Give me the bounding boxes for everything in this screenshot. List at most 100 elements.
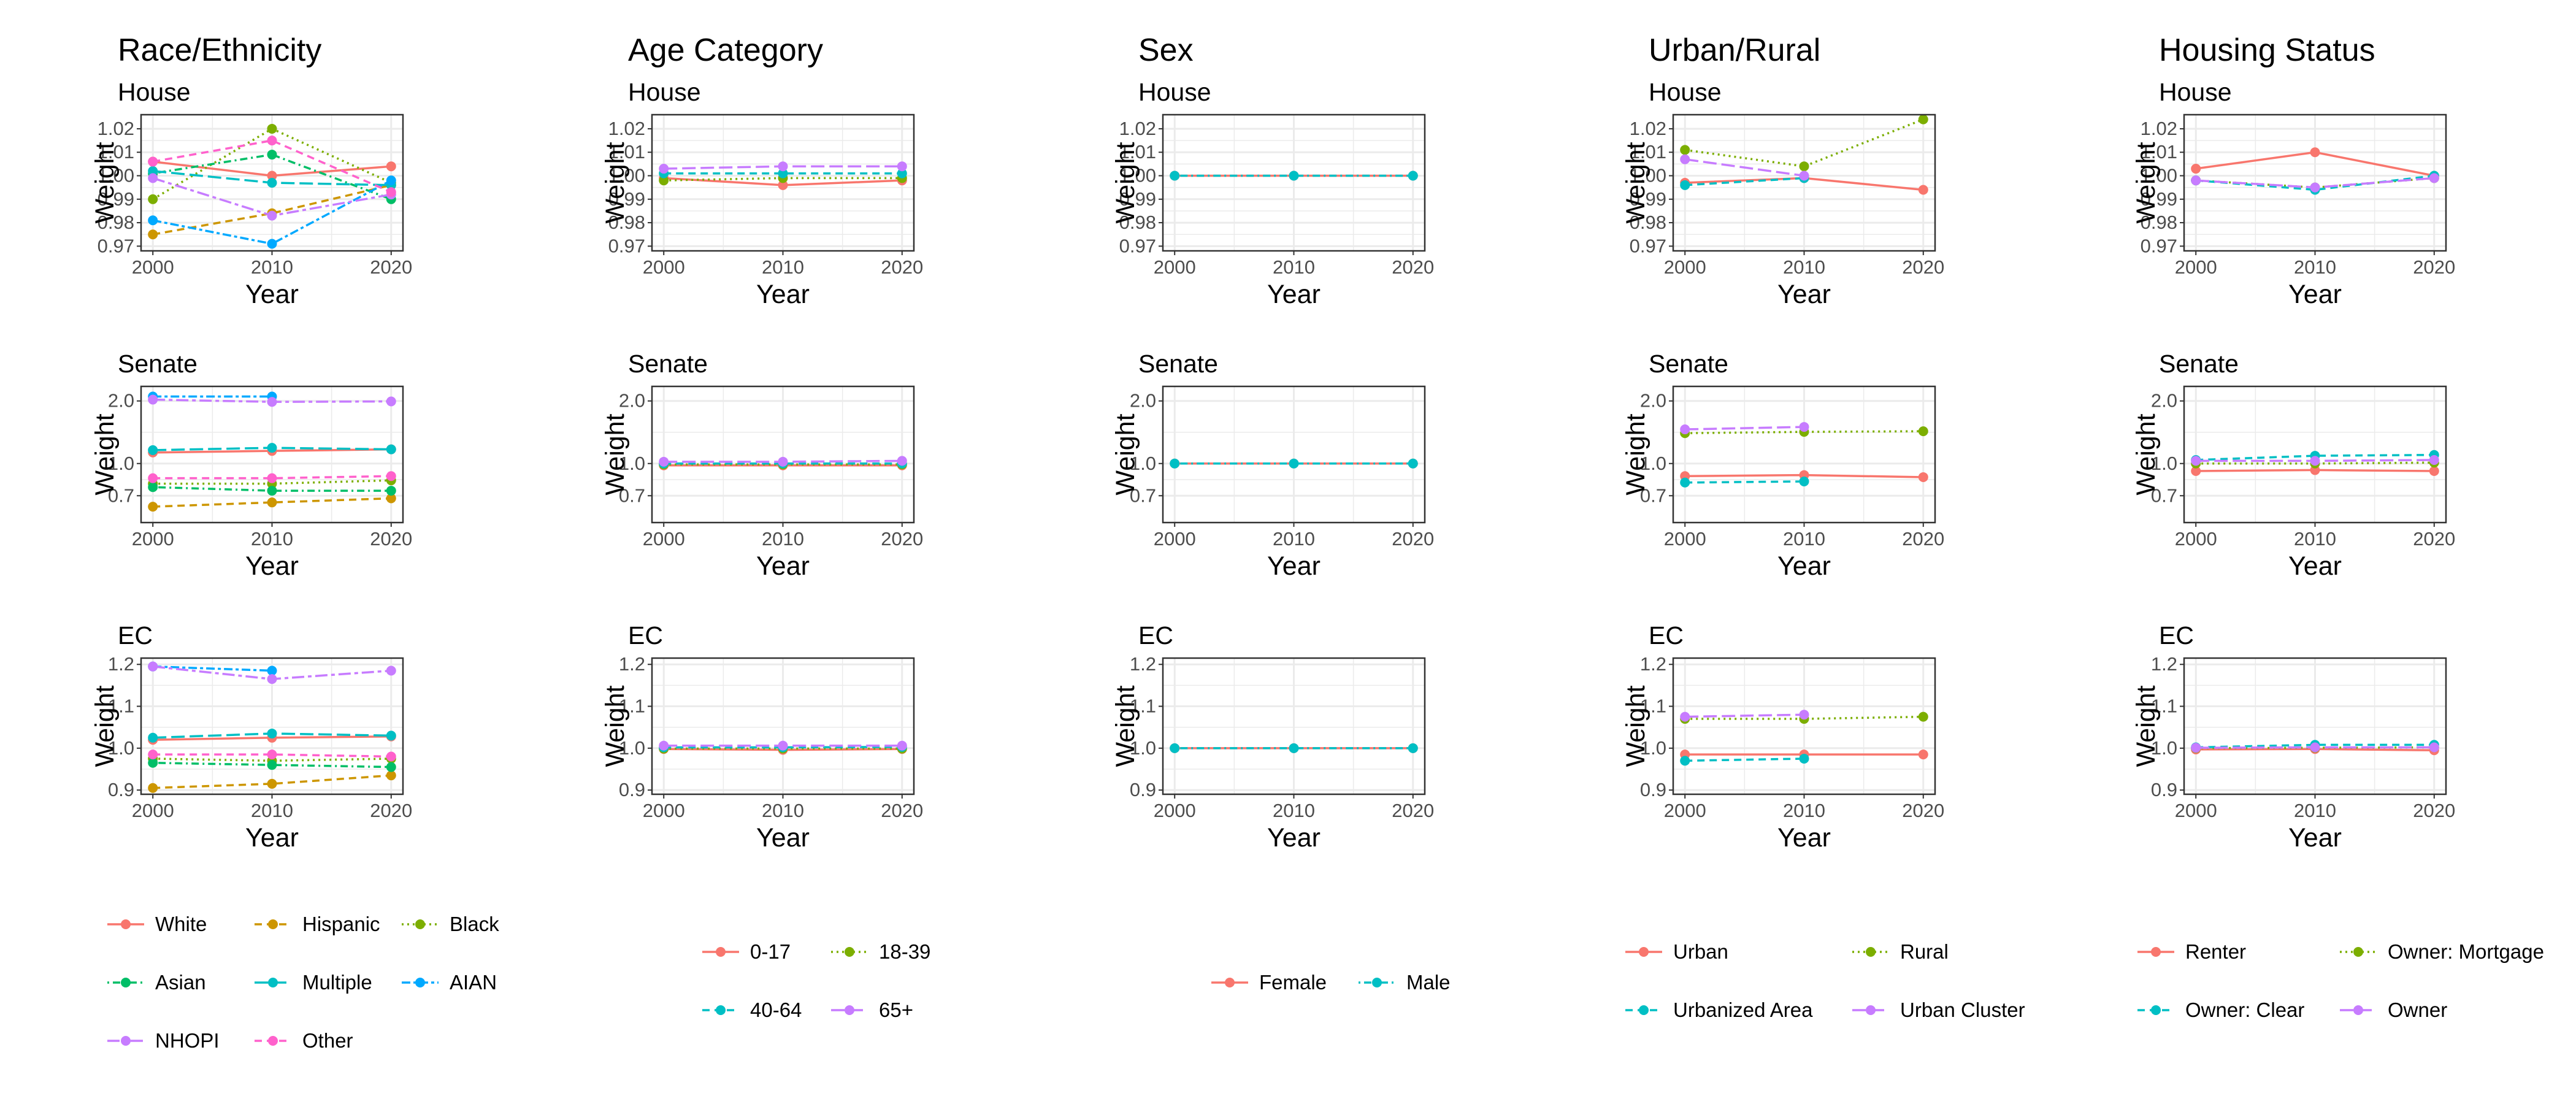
panel-subtitle: EC: [628, 621, 663, 650]
legend-key-point: [716, 1005, 726, 1015]
y-tick-label: 0.9: [2151, 779, 2177, 800]
x-tick-label: 2000: [132, 800, 174, 821]
data-point-asian: [148, 482, 158, 493]
column-title: Urban/Rural: [1649, 33, 1820, 68]
data-point-urbanized-area: [1680, 180, 1690, 190]
x-tick-label: 2020: [370, 256, 412, 278]
data-point-multiple: [267, 728, 277, 738]
series-line-black: [153, 479, 391, 485]
x-axis-label: Year: [1777, 280, 1831, 309]
data-point-asian: [267, 760, 277, 770]
y-tick-label: 2.0: [1130, 390, 1156, 412]
panel-subtitle: EC: [1138, 621, 1173, 650]
data-point-rural: [1918, 114, 1928, 125]
series-line-black: [153, 757, 391, 762]
panel-age-house: 0.970.980.991.001.011.02 2000 2010 2020 Hous…: [600, 33, 923, 309]
legend-item: 18-39: [831, 940, 930, 963]
y-tick-label: 1.0: [1130, 453, 1156, 474]
data-point-urban: [1918, 185, 1928, 195]
data-point-aian: [386, 175, 396, 186]
data-point-urban-cluster: [1680, 711, 1690, 722]
data-point-nhopi: [267, 674, 277, 684]
x-tick-label: 2000: [2175, 800, 2217, 821]
data-point-other: [267, 473, 277, 483]
data-point-owner: [2429, 454, 2439, 465]
data-point-asian: [267, 486, 277, 496]
legend-key-point: [1866, 947, 1876, 957]
panel-urban-senate: 0.7 1.0 2.0 2000 2010 2020 Senate Year Weight: [1621, 350, 1944, 581]
panel-sex-ec: 0.9 1.0 1.1 1.2 2000 2010 2020 EC Year Weight: [1111, 621, 1434, 853]
panel-race-house: 0.970.980.991.001.011.02 2000 2010 2020 Hous…: [90, 33, 412, 309]
y-tick-label: 1.0: [1130, 737, 1156, 759]
series-line-40-64: [664, 746, 902, 749]
data-point-other: [148, 473, 158, 483]
x-tick-label: 2020: [881, 528, 923, 550]
legend-item: Urban: [1625, 940, 1728, 963]
y-tick-label: 0.97: [98, 235, 134, 256]
legend-key-point: [1639, 1005, 1649, 1015]
data-point-multiple: [267, 178, 277, 188]
panel-age-senate: 0.7 1.0 2.0 2000 2010 2020 Senate Year Weight: [600, 350, 923, 581]
data-point-nhopi: [267, 210, 277, 221]
data-point-hispanic: [267, 778, 277, 789]
x-tick-label: 2020: [1392, 800, 1434, 821]
x-axis-label: Year: [245, 823, 299, 853]
data-point-black: [267, 123, 277, 134]
legend-key-point: [1866, 1005, 1876, 1015]
data-point-asian: [267, 150, 277, 160]
series-line-urbanized-area: [1685, 480, 1804, 484]
y-tick-label: 1.02: [608, 118, 645, 139]
y-tick-label: 2.0: [108, 390, 134, 412]
data-point-aian: [267, 665, 277, 676]
data-point-hispanic: [386, 493, 396, 504]
x-axis-label: Year: [245, 551, 299, 581]
data-point-owner: [2191, 743, 2201, 753]
y-tick-label: 1.00: [1119, 165, 1156, 186]
x-tick-label: 2020: [1392, 528, 1434, 550]
x-axis-label: Year: [756, 551, 810, 581]
y-axis-label: Weight: [1111, 413, 1140, 495]
series-line-rural: [1685, 715, 1923, 720]
x-tick-label: 2000: [643, 256, 685, 278]
y-tick-label: 1.0: [619, 737, 645, 759]
legend-key-point: [845, 1005, 854, 1015]
y-tick-label: 1.00: [98, 165, 134, 186]
y-axis-label: Weight: [90, 685, 120, 767]
y-axis-label: Weight: [2131, 685, 2161, 767]
legend-key-point: [268, 978, 278, 987]
panel-border: [651, 113, 915, 252]
data-point-rural: [1680, 145, 1690, 155]
y-axis-label: Weight: [600, 685, 630, 767]
panel-subtitle: House: [2159, 78, 2232, 106]
y-tick-label: 1.0: [619, 453, 645, 474]
y-tick-label: 0.7: [619, 485, 645, 506]
x-tick-label: 2000: [2175, 256, 2217, 278]
legend-label: Owner: Mortgage: [2388, 940, 2544, 963]
legend-key-point: [1639, 947, 1649, 957]
data-point-rural: [1918, 426, 1928, 437]
y-tick-label: 0.98: [2141, 212, 2177, 233]
data-point-65-: [659, 740, 669, 751]
data-point-owner: [2191, 175, 2201, 186]
y-tick-label: 0.99: [1119, 188, 1156, 210]
legend-label: White: [155, 913, 207, 935]
legend-item: Owner: Mortgage: [2340, 940, 2544, 963]
data-point-65-: [897, 740, 907, 751]
legend-key-point: [2151, 947, 2161, 957]
data-point-40-64: [897, 168, 907, 178]
y-tick-label: 0.98: [608, 212, 645, 233]
series-line-rural: [1684, 118, 1924, 168]
panel-border: [1672, 385, 1936, 524]
legend-item: Urbanized Area: [1625, 999, 1813, 1021]
y-tick-label: 0.7: [1640, 485, 1666, 506]
y-tick-label: 0.99: [2141, 188, 2177, 210]
y-tick-label: 1.1: [108, 696, 134, 717]
data-point-other: [267, 136, 277, 146]
panel-subtitle: House: [1649, 78, 1722, 106]
panel-subtitle: EC: [1649, 621, 1684, 650]
panel-age-ec: 0.9 1.0 1.1 1.2 2000 2010 2020 EC Year Weight: [600, 621, 923, 853]
y-tick-label: 1.2: [1640, 653, 1666, 675]
legend-item: Male: [1359, 971, 1451, 994]
x-tick-label: 2010: [1273, 256, 1315, 278]
series-line-asian: [152, 153, 392, 201]
